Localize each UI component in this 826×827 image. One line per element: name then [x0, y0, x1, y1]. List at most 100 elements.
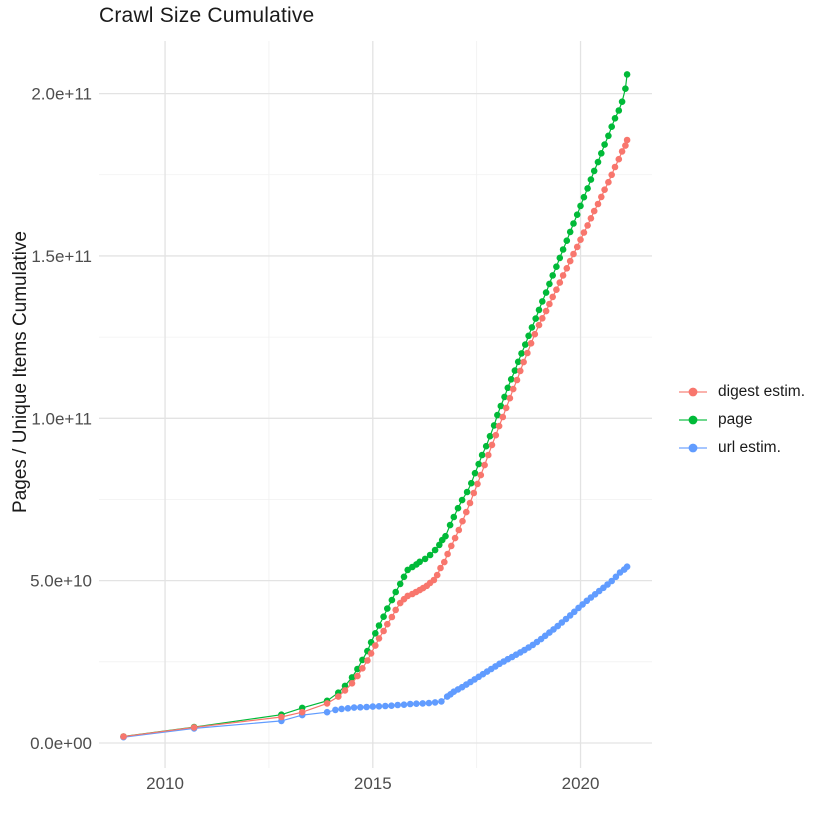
data-point: [524, 349, 531, 357]
y-tick-label: 1.0e+11: [31, 409, 92, 428]
data-point: [458, 496, 466, 504]
data-point: [546, 300, 553, 308]
data-point: [506, 394, 514, 402]
data-point: [618, 148, 626, 155]
data-point: [459, 517, 466, 525]
data-point: [559, 246, 567, 253]
data-point: [436, 541, 443, 549]
data-point: [587, 215, 595, 222]
data-point: [522, 341, 529, 348]
legend-key-icon: [679, 443, 707, 453]
data-point: [542, 289, 550, 296]
data-point: [623, 563, 631, 570]
data-point: [563, 237, 571, 244]
data-point: [507, 376, 515, 383]
data-point: [488, 441, 496, 449]
data-point: [323, 700, 331, 707]
data-point: [384, 605, 391, 612]
data-point: [441, 558, 448, 566]
data-point: [392, 588, 400, 596]
x-tick-label: 2020: [562, 774, 600, 793]
data-point: [438, 698, 445, 705]
data-point: [419, 700, 427, 707]
data-point: [364, 657, 371, 664]
data-point: [502, 404, 510, 412]
data-point: [499, 413, 507, 421]
data-point: [421, 555, 429, 563]
data-point: [350, 704, 358, 711]
data-point: [354, 665, 361, 673]
data-point: [605, 178, 612, 186]
data-point: [622, 142, 629, 149]
data-point: [466, 499, 474, 507]
data-point: [388, 613, 396, 621]
data-point: [525, 332, 532, 340]
data-point: [608, 171, 615, 179]
y-tick-label: 0.0e+00: [30, 734, 92, 753]
data-point: [497, 402, 505, 410]
data-point: [570, 250, 577, 258]
data-point: [413, 700, 420, 707]
data-point: [601, 186, 608, 193]
data-point: [584, 185, 591, 192]
data-point: [426, 551, 434, 559]
data-point: [549, 272, 556, 279]
data-point: [542, 307, 550, 315]
data-point: [406, 700, 414, 708]
data-point: [468, 479, 475, 487]
data-point: [577, 236, 584, 243]
data-point: [570, 220, 577, 227]
y-tick-label: 1.5e+11: [31, 247, 92, 266]
data-point: [577, 202, 584, 210]
data-point: [615, 107, 623, 114]
data-point: [486, 432, 494, 440]
data-point: [511, 367, 519, 374]
data-point: [608, 577, 615, 585]
data-point: [573, 211, 581, 218]
data-point: [298, 708, 306, 716]
data-point: [532, 315, 539, 322]
data-point: [587, 176, 595, 183]
data-point: [380, 627, 387, 635]
data-point: [485, 451, 492, 459]
data-point: [517, 367, 524, 375]
data-point: [539, 298, 546, 305]
data-point: [375, 635, 383, 642]
data-point: [433, 571, 441, 579]
data-point: [549, 293, 556, 301]
data-point: [363, 703, 370, 711]
legend-item-digest-estim-: digest estim.: [678, 378, 805, 406]
data-point: [477, 471, 485, 479]
data-point: [431, 699, 439, 706]
x-tick-label: 2010: [146, 774, 184, 793]
data-point: [514, 358, 522, 366]
data-point: [566, 228, 574, 236]
data-point: [470, 489, 478, 497]
chart-title: Crawl Size Cumulative: [99, 4, 315, 27]
data-point: [382, 702, 389, 710]
data-point: [618, 98, 626, 105]
data-point: [513, 376, 521, 384]
data-point: [375, 703, 383, 710]
data-point: [332, 706, 339, 714]
data-point: [611, 115, 619, 122]
data-point: [372, 630, 379, 637]
data-point: [571, 608, 578, 616]
data-point: [623, 71, 631, 78]
data-point: [608, 123, 615, 130]
data-point: [278, 713, 285, 721]
data-point: [598, 193, 605, 201]
data-point: [451, 534, 459, 542]
legend-label: url estim.: [718, 439, 781, 456]
data-point: [509, 385, 517, 393]
legend-item-page: page: [678, 406, 805, 434]
series-line-page: [123, 74, 628, 738]
data-point: [431, 546, 439, 554]
data-point: [594, 158, 602, 166]
data-point: [539, 315, 546, 322]
data-point: [388, 596, 396, 604]
data-point: [553, 286, 560, 294]
legend-item-url-estim-: url estim.: [678, 434, 805, 462]
